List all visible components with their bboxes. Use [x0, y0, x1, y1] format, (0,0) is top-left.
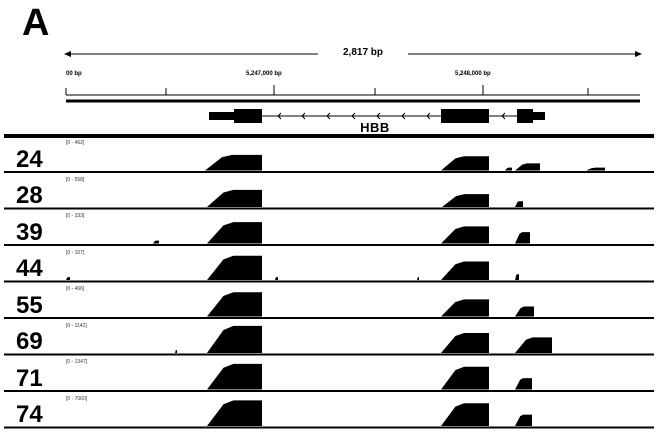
coverage-minor-peak	[153, 240, 159, 244]
span-length-label: 2,817 bp	[318, 47, 408, 58]
coverage-minor-peak	[417, 277, 419, 280]
span-arrow-left-head	[64, 51, 71, 57]
coverage-peak-exon2	[441, 366, 489, 390]
coverage-peak-exon3	[515, 163, 540, 171]
coverage-peak-exon3	[515, 337, 552, 353]
gene-strand-arrows	[277, 112, 506, 120]
ruler-coord-right: 5,248,000 bp	[455, 71, 491, 77]
track-sample-label: 55	[16, 291, 43, 319]
track-sample-label: 74	[16, 401, 43, 428]
track-sample-label: 71	[16, 364, 43, 392]
track-sample-label: 28	[16, 182, 43, 209]
coverage-peak-exon3	[515, 232, 530, 244]
panel-label: A	[22, 2, 50, 44]
coverage-peak-exon2	[441, 226, 489, 244]
coverage-peak-exon2	[442, 194, 489, 207]
track-data-range: [0 - 466]	[66, 286, 85, 292]
track-data-range: [0 - 7060]	[66, 395, 88, 402]
coverage-peak-exon2	[441, 403, 489, 426]
ruler-coord-left: 00 bp	[66, 71, 82, 77]
coverage-peak-exon2	[441, 299, 489, 317]
coverage-peak-exon3	[515, 306, 534, 317]
coverage-minor-peak	[505, 167, 512, 171]
gene-utr-block	[209, 112, 235, 120]
track-sample-label: 69	[16, 328, 43, 355]
track-data-range: [0 - 333]	[66, 213, 85, 219]
gene-name-label: HBB	[360, 120, 390, 135]
track-data-range: [0 - 558]	[66, 176, 85, 183]
gene-utr-block	[532, 112, 545, 120]
coverage-peak-exon3	[515, 414, 532, 426]
track-data-range: [0 - 462]	[66, 140, 85, 146]
coverage-tracks	[4, 154, 654, 429]
coverage-peak-exon2	[441, 333, 489, 353]
ruler-coord-mid: 5,247,000 bp	[246, 71, 282, 77]
coverage-peak-exon1	[207, 292, 262, 317]
coverage-peak-exon3	[515, 378, 532, 390]
coverage-peak-exon1	[207, 189, 262, 207]
gene-exon-block	[441, 109, 489, 123]
track-sample-label: 44	[16, 255, 43, 282]
track-data-range: [0 - 1347]	[66, 359, 88, 365]
track-sample-label: 39	[16, 218, 43, 246]
coverage-peak-exon1	[207, 222, 262, 244]
coverage-peak-exon2	[441, 156, 489, 171]
track-sample-label: 24	[16, 145, 43, 173]
coverage-peak-exon1	[207, 400, 262, 426]
span-arrow-right-head	[635, 51, 642, 57]
coverage-minor-peak	[175, 350, 177, 353]
track-data-range: [0 - 1142]	[66, 322, 87, 329]
coverage-peak-exon1	[205, 154, 262, 171]
coverage-peak-exon3	[515, 274, 519, 280]
coverage-peak-exon1	[207, 363, 262, 390]
gene-exon-block	[234, 109, 262, 123]
gene-exon-block	[517, 109, 533, 123]
coverage-peak-exon1	[207, 325, 262, 353]
coverage-minor-peak	[586, 167, 605, 171]
coverage-peak-exon2	[441, 261, 489, 280]
coverage-minor-peak	[275, 277, 278, 280]
coverage-peak-exon1	[207, 255, 262, 280]
track-data-range: [0 - 107]	[66, 249, 85, 256]
coverage-minor-peak	[66, 277, 70, 280]
coverage-peak-exon3	[515, 201, 523, 207]
